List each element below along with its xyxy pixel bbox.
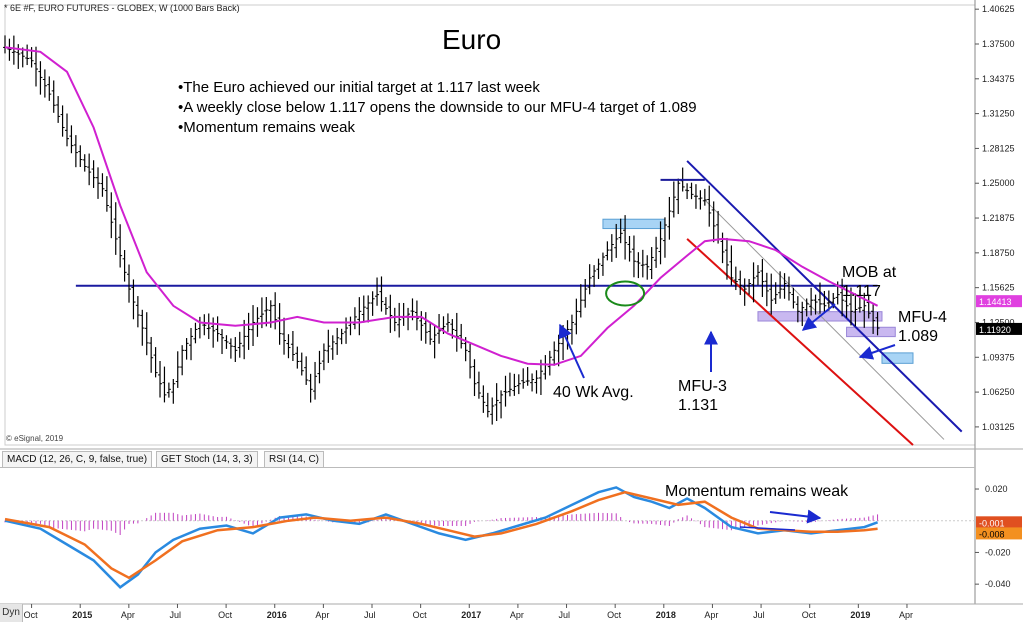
tab-get-stoch[interactable]: GET Stoch (14, 3, 3) — [156, 451, 258, 467]
symbol-label: * 6E #F, EURO FUTURES - GLOBEX, W (1000 … — [4, 3, 240, 13]
time-tick-label: Oct — [218, 610, 233, 620]
price-tick-label: 1.03125 — [982, 422, 1015, 432]
tab-rsi[interactable]: RSI (14, C) — [264, 451, 325, 467]
price-tick-label: 1.28125 — [982, 143, 1015, 153]
bullet-list: The Euro achieved our initial target at … — [178, 78, 697, 138]
chart-title: Euro — [442, 24, 502, 55]
time-tick-label: Jul — [753, 610, 765, 620]
annotation-mfu3: MFU-3 1.131 — [678, 378, 727, 414]
macd-last-label: -0.008 — [979, 529, 1005, 539]
mob-arrow — [801, 303, 836, 331]
price-frame — [4, 4, 976, 446]
price-tick-label: 1.40625 — [982, 4, 1015, 14]
last-price-box — [976, 322, 1022, 335]
macd-tick-label: -0.020 — [985, 547, 1011, 557]
bullet-3: Momentum remains weak — [178, 118, 697, 138]
tab-macd[interactable]: MACD (12, 26, C, 9, false, true) — [2, 451, 153, 467]
time-tick-label: Apr — [121, 610, 135, 620]
time-tick-label: Apr — [704, 610, 718, 620]
time-tick-label: Jul — [364, 610, 376, 620]
price-tick-label: 1.31250 — [982, 109, 1015, 119]
price-tick-label: 1.06250 — [982, 387, 1015, 397]
indicator-tabs: MACD (12, 26, C, 9, false, true) GET Sto… — [0, 450, 975, 468]
macd-tick-label: 0.020 — [985, 484, 1008, 494]
price-tick-label: 1.21875 — [982, 213, 1015, 223]
macd-last-label: -0.001 — [979, 518, 1005, 528]
time-tick-label: Oct — [413, 610, 428, 620]
annotation-mfu4: MFU-4 1.089 — [898, 309, 947, 345]
macd-last-box — [976, 527, 1022, 540]
price-tick-label: 1.34375 — [982, 74, 1015, 84]
last-price-label: 1.14413 — [979, 297, 1012, 307]
time-tick-label: Apr — [899, 610, 913, 620]
copyright-text: © eSignal, 2019 — [6, 434, 64, 443]
time-tick-label: Apr — [510, 610, 524, 620]
momentum-trend-line — [739, 526, 796, 531]
annotation-momentum: Momentum remains weak — [665, 483, 849, 500]
price-tick-label: 1.12500 — [982, 317, 1015, 327]
target-zone — [846, 326, 896, 338]
time-tick-label: 2019 — [850, 610, 870, 620]
annotation-40wk: 40 Wk Avg. — [553, 384, 634, 401]
price-tick-label: 1.18750 — [982, 248, 1015, 258]
momentum-arrow — [769, 509, 822, 524]
dyn-button[interactable]: Dyn — [0, 604, 23, 622]
bullet-2: A weekly close below 1.117 opens the dow… — [178, 98, 696, 118]
time-tick-label: Oct — [607, 610, 622, 620]
price-tick-label: 1.25000 — [982, 178, 1015, 188]
highlight-circle — [605, 280, 646, 307]
moving-average-line — [4, 46, 879, 366]
time-tick-label: 2016 — [267, 610, 287, 620]
price-tick-label: 1.37500 — [982, 39, 1015, 49]
macd-line — [4, 486, 879, 589]
time-tick-label: 2017 — [461, 610, 481, 620]
last-price-label: 1.11920 — [979, 325, 1011, 335]
time-tick-label: Oct — [802, 610, 817, 620]
downtrend-lower-line — [686, 238, 914, 446]
time-tick-label: Apr — [315, 610, 329, 620]
mfu4-arrow — [858, 344, 896, 360]
time-tick-label: Jul — [169, 610, 181, 620]
target-zone — [602, 218, 666, 230]
target-zone — [881, 352, 914, 364]
ma-arrow — [558, 323, 585, 379]
bullet-1: The Euro achieved our initial target at … — [178, 78, 697, 98]
time-tick-label: 2018 — [656, 610, 676, 620]
time-tick-label: Jul — [559, 610, 571, 620]
price-bars — [3, 35, 880, 425]
price-tick-label: 1.09375 — [982, 352, 1015, 362]
annotation-mob: MOB at 1.117 — [842, 264, 897, 300]
time-tick-label: 2015 — [72, 610, 92, 620]
macd-last-box — [976, 516, 1022, 529]
last-price-box — [976, 295, 1022, 308]
price-tick-label: 1.15625 — [982, 283, 1015, 293]
time-tick-label: Oct — [24, 610, 39, 620]
macd-tick-label: -0.040 — [985, 579, 1011, 589]
